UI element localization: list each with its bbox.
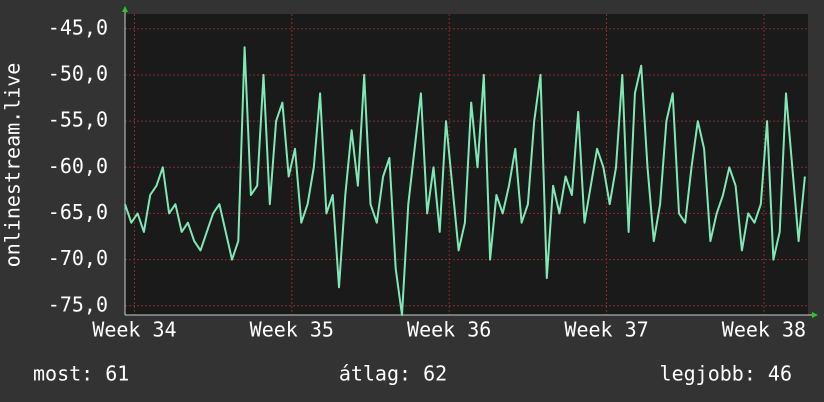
y-tick-label: -45,0 — [48, 15, 108, 39]
y-tick-label: -75,0 — [48, 292, 108, 316]
x-tick-label: Week 37 — [564, 318, 648, 342]
x-tick-label: Week 35 — [250, 318, 334, 342]
y-tick-label: -70,0 — [48, 246, 108, 270]
data-line — [124, 46, 806, 316]
y-tick-label: -60,0 — [48, 154, 108, 178]
footer-current: most: 61 — [33, 362, 129, 386]
y-tick-label: -55,0 — [48, 108, 108, 132]
x-axis-arrow — [812, 312, 818, 318]
y-tick-label: -65,0 — [48, 200, 108, 224]
y-tick-label: -50,0 — [48, 61, 108, 85]
plot-area — [125, 14, 808, 315]
footer-best: legjobb: 46 — [660, 362, 792, 386]
y-axis-arrow — [122, 6, 128, 12]
footer-average: átlag: 62 — [339, 362, 447, 386]
x-tick-label: Week 36 — [407, 318, 491, 342]
x-tick-label: Week 38 — [722, 318, 806, 342]
y-axis-label: onlinestream.live — [1, 63, 25, 268]
x-tick-label: Week 34 — [92, 318, 176, 342]
